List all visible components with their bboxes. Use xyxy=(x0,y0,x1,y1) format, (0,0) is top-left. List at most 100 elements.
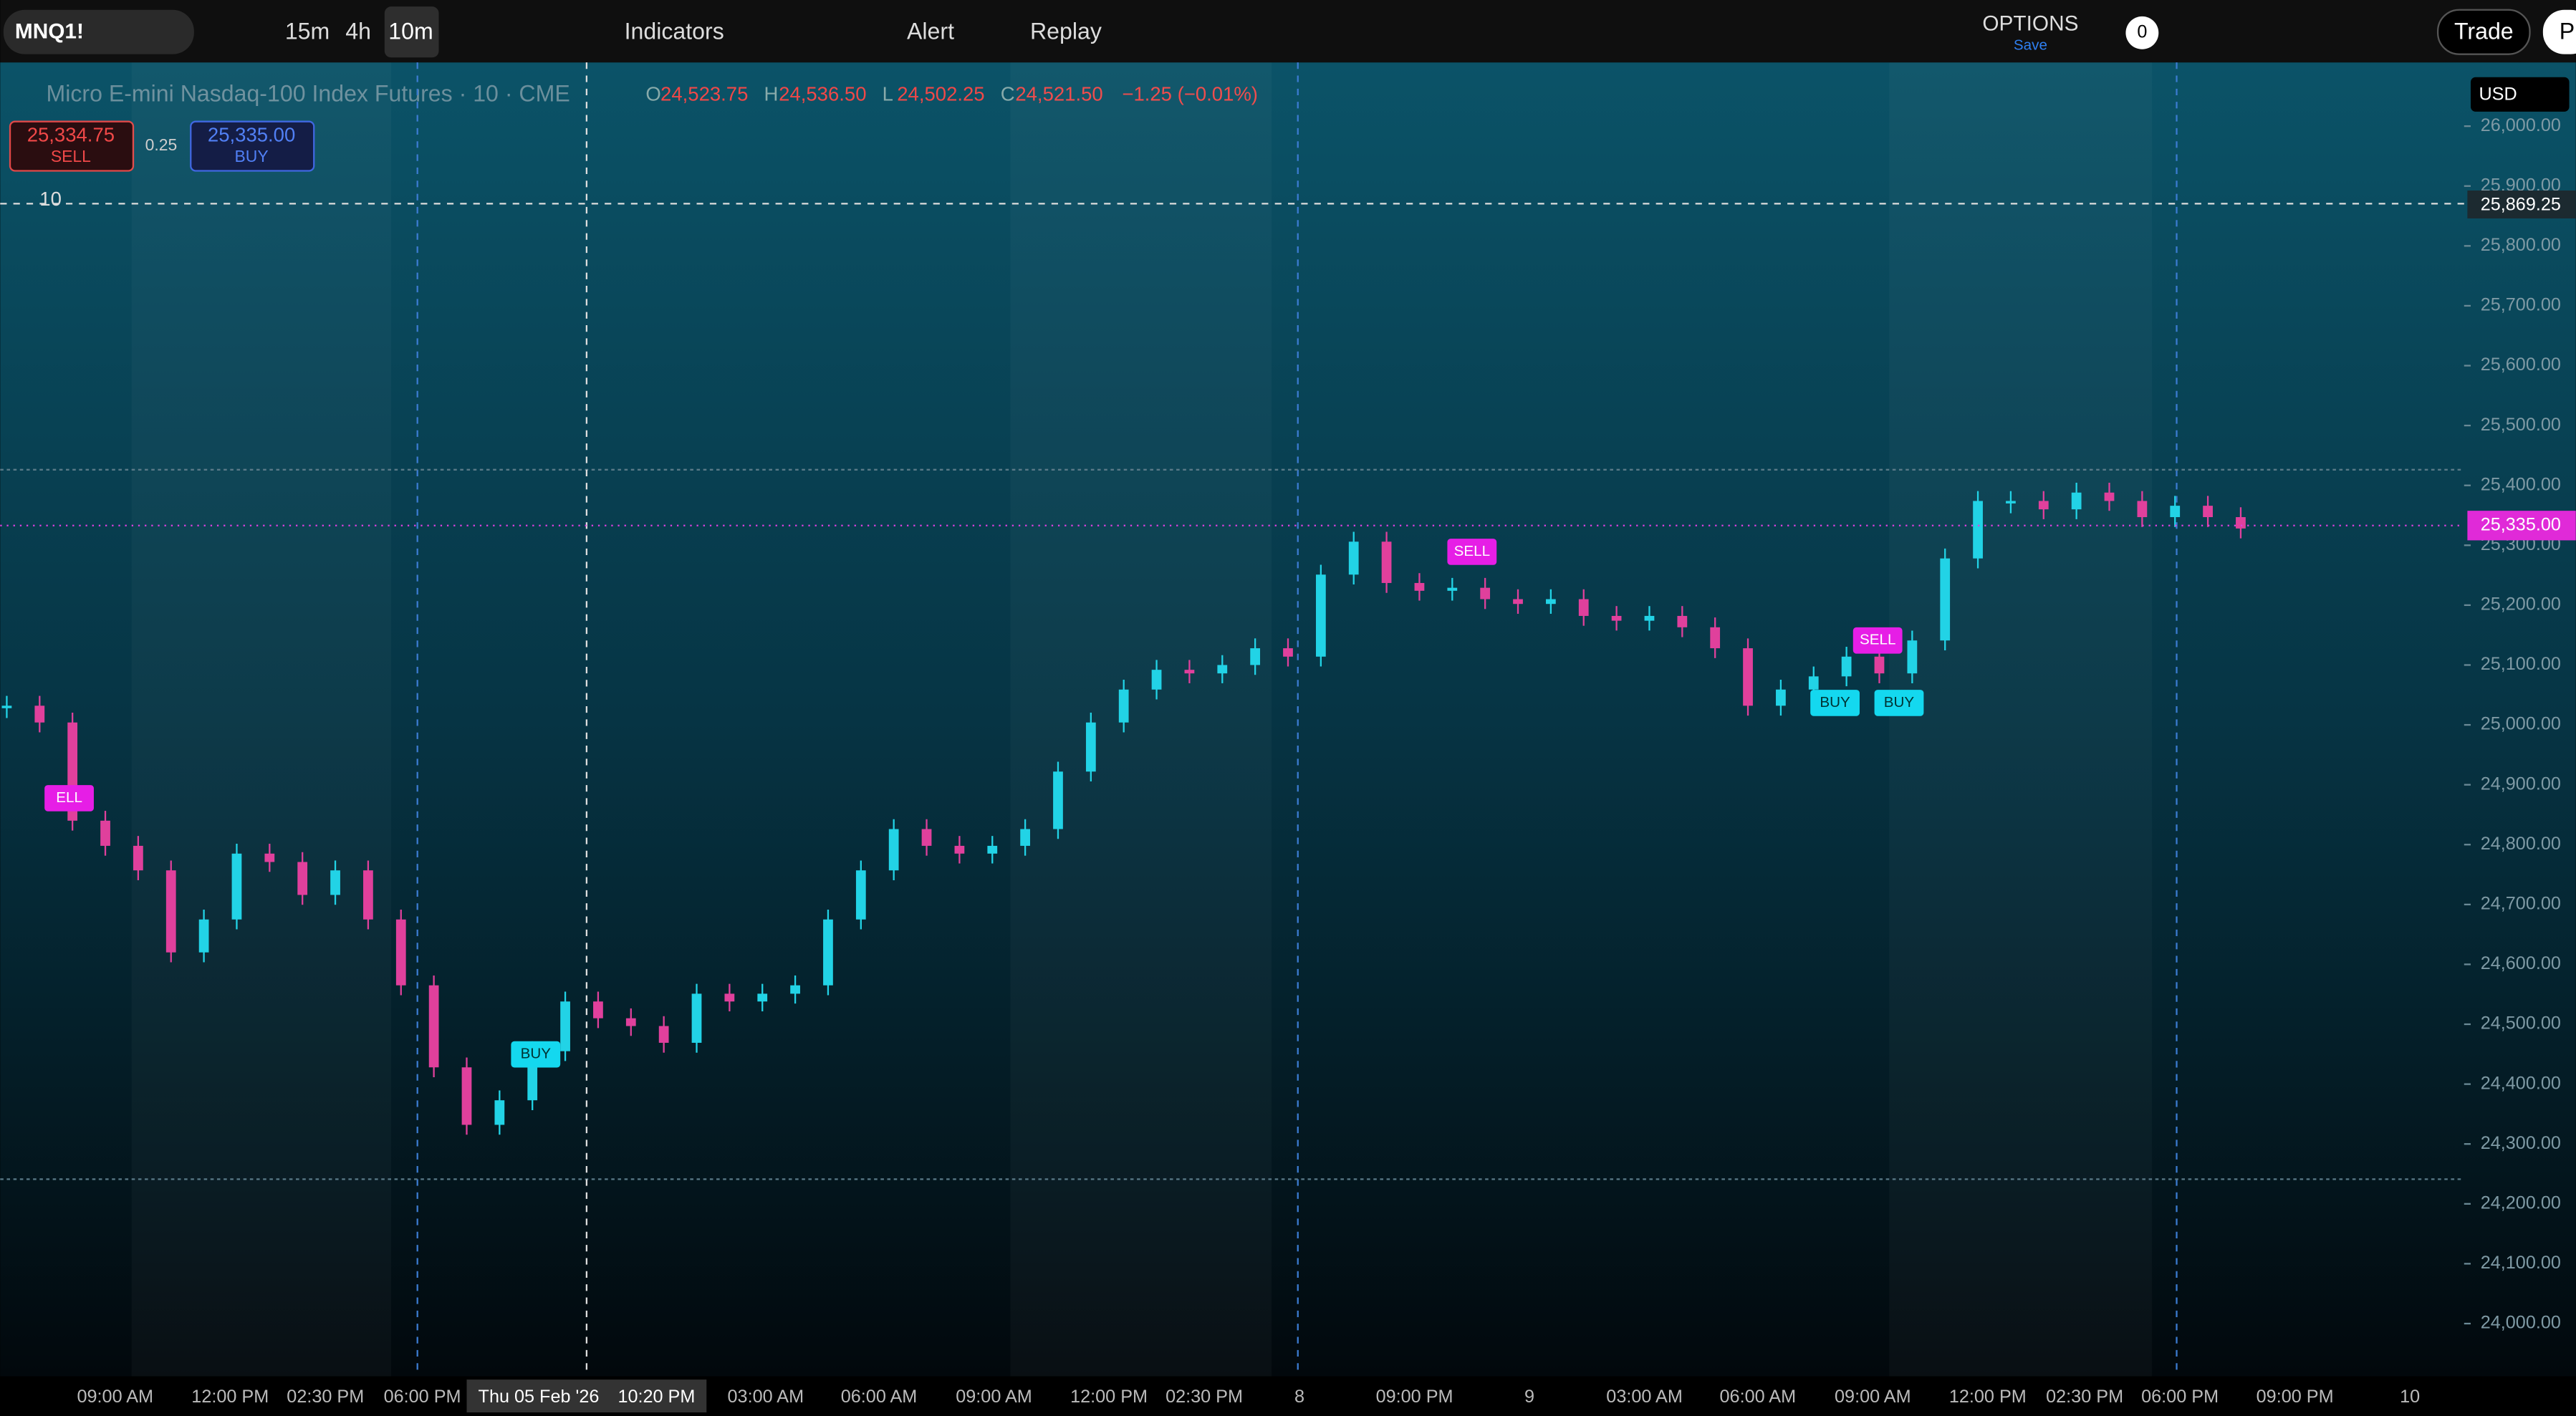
y-tick-label: 25,800.00 xyxy=(2481,235,2561,255)
time-label: 09:00 AM xyxy=(77,1387,154,1407)
time-label: 09:00 PM xyxy=(2257,1387,2334,1407)
buy-price[interactable]: 25,335.00 xyxy=(208,124,295,146)
y-tick-label: 24,200.00 xyxy=(2481,1193,2561,1213)
time-label: 09:00 AM xyxy=(956,1387,1032,1407)
crosshair-date: Thu 05 Feb '26 xyxy=(479,1387,600,1407)
interval-marker: 10 xyxy=(39,188,62,210)
ohlc: O 24,523.75 H 24,536.50 L 24,502.25 C 24,521.50… xyxy=(645,82,1258,105)
signal-box xyxy=(44,785,94,811)
interval[interactable]: 4h xyxy=(345,18,371,44)
indicators-button[interactable]: Indicators xyxy=(625,18,724,44)
candle xyxy=(1217,665,1228,674)
y-tick-label: 24,600.00 xyxy=(2481,953,2561,973)
y-tick-label: 25,700.00 xyxy=(2481,295,2561,315)
time-label: 03:00 AM xyxy=(728,1387,804,1407)
time-axis xyxy=(0,1376,2576,1412)
candle xyxy=(2038,501,2049,510)
candle xyxy=(987,845,998,854)
candle xyxy=(1250,648,1261,665)
trade-button[interactable] xyxy=(2436,9,2531,55)
crosshair-time: 10:20 PM xyxy=(617,1387,695,1407)
sell-price[interactable]: 25,334.75 xyxy=(27,124,115,146)
candle xyxy=(100,820,110,846)
last-price: 25,335.00 xyxy=(2481,514,2561,534)
y-tick-label: 25,400.00 xyxy=(2481,474,2561,494)
y-tick-label: 24,000.00 xyxy=(2481,1313,2561,1333)
candle xyxy=(494,1100,505,1125)
sell-button[interactable] xyxy=(9,120,135,172)
ohlc-value: 24,523.75 xyxy=(660,82,748,105)
trade-label[interactable]: Trade xyxy=(2454,18,2514,44)
signal-label: BUY xyxy=(1884,694,1915,711)
ohlc-label: L xyxy=(883,82,893,105)
interval[interactable]: 15m xyxy=(285,18,330,44)
time-label: 06:00 AM xyxy=(841,1387,918,1407)
interval[interactable]: 10m xyxy=(388,18,433,44)
y-tick-label: 24,800.00 xyxy=(2481,834,2561,854)
candle xyxy=(560,1001,570,1051)
symbol[interactable]: MNQ1! xyxy=(15,20,84,44)
save-label[interactable]: Save xyxy=(2014,37,2047,54)
candle xyxy=(593,1001,603,1018)
y-tick-label: 24,300.00 xyxy=(2481,1133,2561,1153)
ohlc-label: O xyxy=(645,82,660,105)
candle xyxy=(1808,676,1819,690)
chart-background xyxy=(0,62,2576,1377)
candle xyxy=(1315,574,1326,657)
signal-label: SELL xyxy=(1454,543,1490,559)
time-label: 12:00 PM xyxy=(1070,1387,1148,1407)
ohlc-value: 24,521.50 xyxy=(1015,82,1102,105)
candle xyxy=(823,919,833,986)
crosshair-price: 25,869.25 xyxy=(2481,194,2561,214)
sell-label[interactable]: SELL xyxy=(51,147,91,165)
symbol-box[interactable] xyxy=(3,9,194,54)
candle xyxy=(757,993,768,1002)
options-button[interactable]: OPTIONS xyxy=(1982,11,2078,35)
profile-button[interactable] xyxy=(2542,9,2576,54)
time-label: 8 xyxy=(1294,1387,1304,1407)
count: 0 xyxy=(2137,22,2147,42)
signal-box xyxy=(1810,690,1860,716)
currency[interactable]: USD xyxy=(2479,85,2517,105)
candle xyxy=(2006,501,2016,504)
candle xyxy=(1381,541,1392,583)
currency-box[interactable] xyxy=(2470,77,2570,112)
candle xyxy=(330,870,340,895)
buy-label[interactable]: BUY xyxy=(235,147,269,165)
candle xyxy=(1,705,12,708)
candle xyxy=(133,845,143,871)
y-tick-label: 24,700.00 xyxy=(2481,894,2561,914)
replay-button[interactable]: Replay xyxy=(1030,18,1102,44)
candle xyxy=(1546,599,1556,605)
y-tick-label: 24,900.00 xyxy=(2481,774,2561,794)
candle xyxy=(724,993,735,1002)
profile-label[interactable]: P xyxy=(2560,18,2575,44)
alert-button[interactable]: Alert xyxy=(907,18,954,44)
candle xyxy=(461,1067,472,1125)
time-label: 12:00 PM xyxy=(191,1387,269,1407)
candle xyxy=(2137,501,2148,518)
candle xyxy=(1513,599,1523,605)
candle xyxy=(2071,492,2082,510)
candle xyxy=(1414,582,1425,591)
candle xyxy=(1348,541,1359,575)
ohlc-value: 24,502.25 xyxy=(897,82,984,105)
spread: 0.25 xyxy=(145,135,178,154)
y-tick-label: 26,000.00 xyxy=(2481,115,2561,135)
candle xyxy=(1053,771,1063,829)
count-badge xyxy=(2125,16,2159,49)
candle xyxy=(1480,587,1491,599)
candle xyxy=(1118,689,1129,723)
ohlc-label: C xyxy=(1001,82,1015,105)
session-shade xyxy=(1010,62,1272,1376)
time-label: 02:30 PM xyxy=(2046,1387,2123,1407)
interval-active[interactable] xyxy=(384,6,439,58)
time-label: 09:00 PM xyxy=(1376,1387,1453,1407)
time-label: 10 xyxy=(2400,1387,2420,1407)
candle xyxy=(428,985,439,1068)
y-tick-label: 25,100.00 xyxy=(2481,654,2561,674)
y-tick-label: 25,600.00 xyxy=(2481,355,2561,375)
candle xyxy=(1644,615,1655,621)
candle xyxy=(1611,615,1622,621)
buy-button[interactable] xyxy=(190,120,315,172)
